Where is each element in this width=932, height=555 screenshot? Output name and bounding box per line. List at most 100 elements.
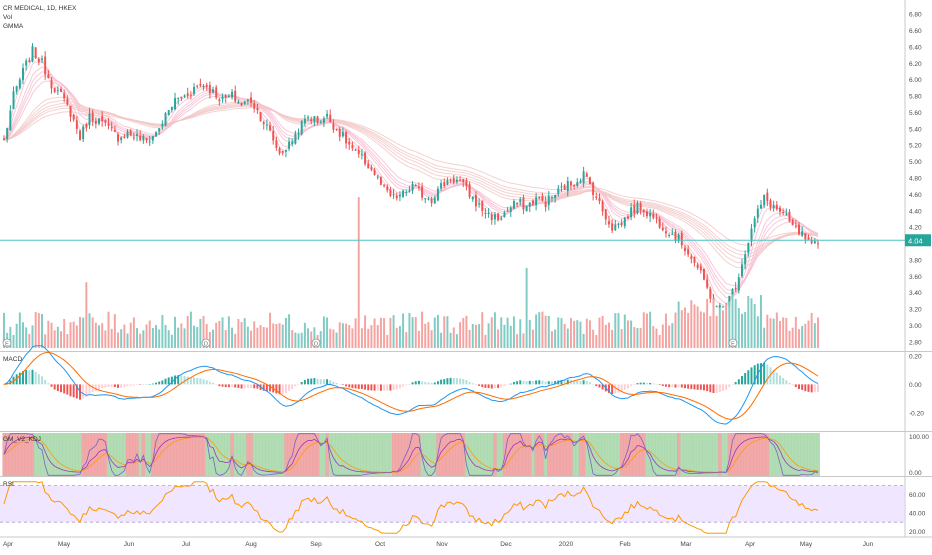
candle-body [528, 202, 531, 207]
kdj-background-band [417, 433, 421, 476]
kdj-background-band [382, 433, 387, 476]
gmma-line [3, 80, 819, 287]
candle-body [212, 89, 215, 93]
macd-histogram-bar [652, 383, 655, 385]
candle-body [798, 224, 800, 235]
volume-bar [474, 324, 477, 348]
macd-histogram-bar [677, 384, 680, 387]
candle-body [680, 232, 683, 246]
kdj-background-band [376, 433, 380, 476]
candle-body [563, 185, 566, 190]
macd-histogram-bar [741, 376, 743, 385]
volume-bar [104, 330, 107, 348]
candle-body [525, 205, 528, 212]
macd-histogram-bar [186, 376, 189, 385]
volume-bar [151, 327, 154, 348]
kdj-background-band [18, 433, 22, 476]
volume-bar [294, 332, 297, 348]
kdj-background-band [103, 433, 108, 476]
candle-body [433, 197, 436, 204]
candle-body [300, 121, 303, 135]
macd-histogram-bar [250, 384, 253, 388]
macd-histogram-bar [531, 381, 534, 385]
macd-histogram-bar [497, 384, 500, 388]
candle-body [649, 212, 652, 217]
volume-bar [170, 334, 173, 348]
macd-histogram-bar [620, 384, 623, 392]
macd-histogram-bar [788, 382, 791, 385]
kdj-background-band [455, 433, 459, 476]
volume-bar [693, 304, 696, 348]
kdj-background-band [363, 433, 368, 476]
volume-bar [731, 294, 734, 348]
kdj-background-band [243, 433, 247, 476]
kdj-background-band [759, 433, 763, 476]
candle-body [579, 180, 582, 183]
candle-body [338, 128, 341, 137]
candle-body [63, 93, 66, 99]
macd-histogram-bar [60, 384, 62, 393]
volume-bar [664, 313, 667, 348]
kdj-background-band [806, 433, 811, 476]
event-marker[interactable] [2, 338, 12, 348]
kdj-background-band [632, 433, 637, 476]
candle-body [481, 201, 484, 212]
kdj-background-band [151, 433, 155, 476]
candle-body [636, 203, 639, 214]
candle-body [72, 114, 75, 120]
macd-histogram-bar [696, 384, 699, 390]
volume-bar [595, 334, 598, 348]
kdj-background-band [512, 433, 516, 476]
macd-histogram-bar [405, 384, 408, 386]
volume-bar [37, 313, 40, 348]
kdj-background-band [214, 433, 219, 476]
macd-histogram-bar [319, 379, 322, 385]
volume-bar [579, 321, 582, 348]
candle-body [202, 85, 205, 88]
macd-histogram-bar [747, 370, 750, 385]
event-marker[interactable] [201, 338, 211, 348]
volume-bar [129, 322, 132, 348]
kdj-background-band [236, 433, 241, 476]
volume-bar [177, 327, 180, 348]
kdj-background-band [84, 433, 89, 476]
event-marker[interactable] [311, 338, 321, 348]
volume-bar [687, 312, 690, 348]
candle-body [487, 212, 490, 214]
macd-histogram-bar [322, 379, 325, 385]
kdj-background-band [167, 433, 171, 476]
event-marker[interactable] [728, 338, 738, 348]
kdj-background-band [34, 433, 38, 476]
time-axis-label: Feb [619, 541, 631, 548]
candle-body [671, 234, 674, 236]
kdj-background-band [496, 433, 501, 476]
kdj-background-band [778, 433, 782, 476]
volume-bar [186, 315, 189, 348]
candle-body [484, 212, 487, 214]
candle-body [677, 234, 680, 242]
volume-bar [696, 306, 699, 348]
volume-bar [136, 328, 139, 348]
candle-body [506, 210, 509, 212]
kdj-background-band [116, 433, 121, 476]
volume-bar [639, 327, 642, 348]
kdj-background-band [445, 433, 450, 476]
macd-histogram-bar [47, 383, 50, 385]
macd-pane-label: MACD [3, 356, 22, 363]
volume-bar [75, 325, 78, 348]
gmma-line [3, 55, 819, 308]
volume-bar [246, 326, 249, 348]
macd-histogram-bar [693, 384, 696, 390]
macd-histogram-bar [183, 375, 186, 385]
macd-histogram-bar [775, 372, 778, 385]
candle-body [37, 58, 40, 63]
candle-body [189, 94, 192, 96]
kdj-background-band [119, 433, 124, 476]
candle-body [294, 133, 297, 144]
volume-bar [44, 334, 47, 348]
kdj-background-band [252, 433, 257, 476]
macd-histogram-bar [307, 378, 310, 385]
time-axis-label: Jun [124, 541, 135, 548]
volume-bar [522, 333, 525, 348]
